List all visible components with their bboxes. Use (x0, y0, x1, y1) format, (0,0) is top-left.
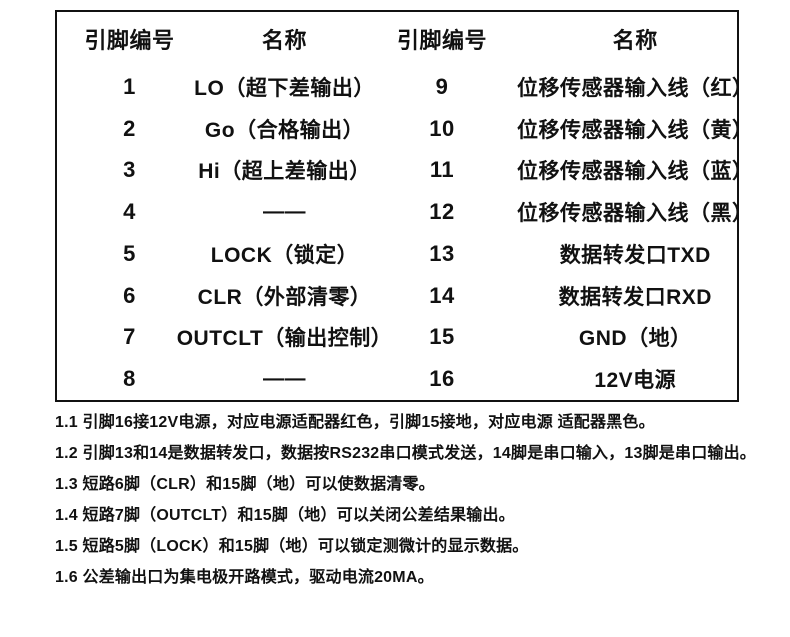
note-line: 1.4 短路7脚（OUTCLT）和15脚（地）可以关闭公差结果输出。 (55, 507, 515, 524)
pin-number-cell: 4 (123, 199, 136, 225)
pin-number-cell: 8 (123, 366, 136, 392)
pin-name-cell: OUTCLT（输出控制） (176, 327, 393, 351)
pin-number-cell: 15 (429, 324, 455, 350)
note-line: 1.3 短路6脚（CLR）和15脚（地）可以使数据清零。 (55, 476, 435, 493)
pin-name-cell: 位移传感器输入线（黄） (517, 118, 754, 142)
pin-number-cell: 12 (429, 199, 455, 225)
header-name-left: 名称 (261, 28, 307, 53)
pin-name-cell: —— (263, 200, 306, 224)
note-line: 1.1 引脚16接12V电源，对应电源适配器红色，引脚15接地，对应电源 适配器… (55, 414, 655, 431)
pin-number-cell: 13 (429, 240, 455, 266)
pin-number-cell: 1 (123, 73, 136, 99)
pin-name-cell: Go（合格输出） (204, 118, 365, 142)
note-line: 1.6 公差输出口为集电极开路模式，驱动电流20MA。 (55, 569, 434, 586)
pin-name-cell: —— (263, 367, 306, 391)
note-line: 1.2 引脚13和14是数据转发口，数据按RS232串口模式发送，14脚是串口输… (55, 445, 756, 462)
header-name-right: 名称 (612, 28, 658, 53)
pin-name-cell: 位移传感器输入线（红） (517, 76, 754, 100)
pin-name-cell: 位移传感器输入线（黑） (517, 202, 754, 226)
pin-number-cell: 2 (123, 115, 136, 141)
pin-name-cell: 数据转发口RXD (558, 285, 712, 309)
pin-number-cell: 9 (435, 73, 449, 99)
pin-name-cell: 位移传感器输入线（蓝） (517, 160, 754, 184)
pin-number-cell: 3 (123, 157, 136, 183)
pin-name-cell: LO（超下差输出） (194, 76, 375, 100)
pin-definition-table: 引脚编号 名称 引脚编号 名称 1 LO（超下差输出） 9 位移传感器输入线（红… (55, 10, 753, 402)
header-pin-number-left: 引脚编号 (84, 28, 175, 53)
pin-number-cell: 5 (123, 240, 136, 266)
pin-number-cell: 14 (429, 282, 455, 308)
pin-number-cell: 11 (429, 157, 455, 183)
pin-name-cell: 12V电源 (594, 369, 677, 393)
pin-name-cell: Hi（超上差输出） (198, 160, 371, 184)
pin-number-cell: 16 (429, 366, 455, 392)
pin-number-cell: 10 (429, 115, 455, 141)
pin-number-cell: 7 (123, 324, 136, 350)
pin-name-cell: GND（地） (578, 327, 692, 351)
notes-section: 1.1 引脚16接12V电源，对应电源适配器红色，引脚15接地，对应电源 适配器… (55, 407, 765, 593)
pin-name-cell: LOCK（锁定） (210, 243, 359, 267)
pin-name-cell: 数据转发口TXD (559, 243, 711, 267)
pin-name-cell: CLR（外部清零） (197, 285, 372, 309)
header-pin-number-right: 引脚编号 (396, 28, 487, 53)
pin-number-cell: 6 (123, 282, 136, 308)
note-line: 1.5 短路5脚（LOCK）和15脚（地）可以锁定测微计的显示数据。 (55, 538, 529, 555)
